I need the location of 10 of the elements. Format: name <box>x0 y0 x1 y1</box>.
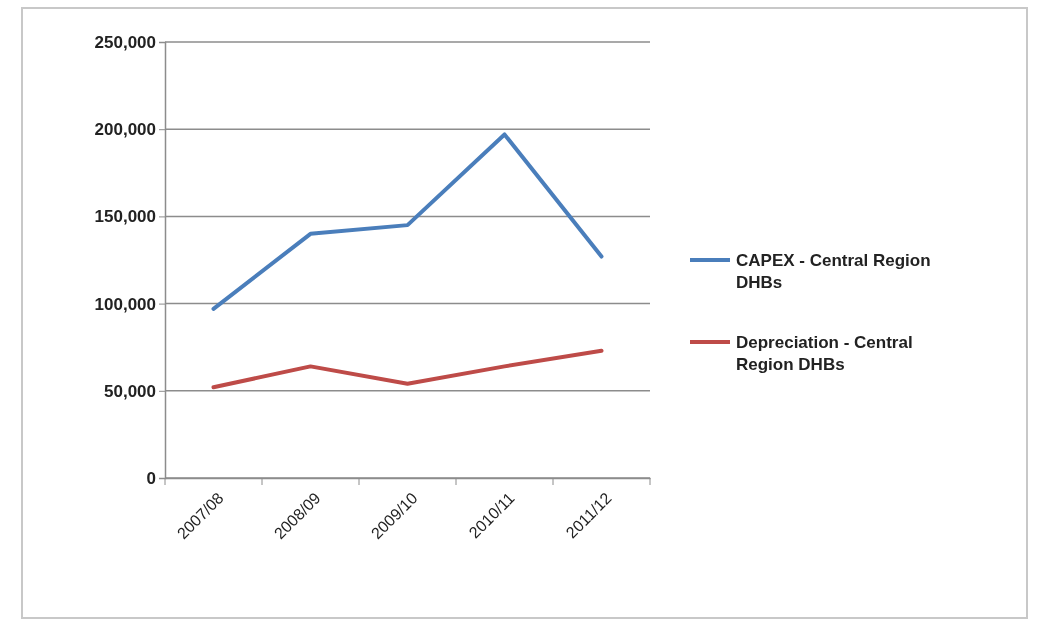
line-series <box>211 132 604 311</box>
y-tick-label: 50,000 <box>104 381 156 401</box>
y-tick-label: 200,000 <box>94 120 156 140</box>
y-tick-label: 250,000 <box>94 32 156 52</box>
legend-label: CAPEX - Central Region DHBs <box>736 251 931 292</box>
y-tick-label: 150,000 <box>94 207 156 227</box>
y-tick-label: 0 <box>146 468 156 488</box>
legend-label: Depreciation - Central Region DHBs <box>736 333 913 374</box>
line-series <box>211 348 604 390</box>
y-tick-label: 100,000 <box>94 294 156 314</box>
